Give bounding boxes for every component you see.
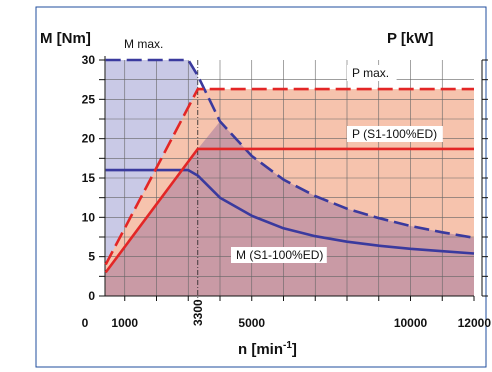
y-tick-label: 0 bbox=[88, 289, 95, 303]
y-tick-label: 15 bbox=[82, 171, 96, 185]
labels: M [Nm] P [kW] n [min-1] 0 5 10 15 20 25 30 0 1000 33… bbox=[40, 30, 491, 358]
x-axis-title: n [min-1] bbox=[238, 340, 297, 358]
annotation-m-max: M max. bbox=[124, 37, 163, 51]
annotation-m-max-bg bbox=[119, 36, 169, 52]
y-axis-title-right: P [kW] bbox=[387, 30, 433, 47]
x-tick-label: 5000 bbox=[238, 316, 265, 330]
annotation-p-s1-bg bbox=[347, 126, 443, 142]
x-tick-label: 1000 bbox=[111, 316, 138, 330]
axes bbox=[99, 56, 488, 301]
y-tick-label: 10 bbox=[82, 210, 96, 224]
annotation-m-s1: M (S1-100%ED) bbox=[236, 248, 323, 262]
x-tick-label: 12000 bbox=[458, 316, 492, 330]
series-lines bbox=[104, 58, 475, 274]
series-line-p-s1 bbox=[104, 147, 474, 274]
series-line-m-max bbox=[105, 58, 475, 240]
annotation-p-s1: P (S1-100%ED) bbox=[352, 127, 437, 141]
series-line-m-s1 bbox=[105, 168, 475, 255]
y-axis-title-left: M [Nm] bbox=[40, 30, 91, 47]
x-tick-label: 0 bbox=[82, 316, 89, 330]
y-tick-label: 25 bbox=[82, 92, 96, 106]
y-tick-label: 20 bbox=[82, 132, 96, 146]
x-tick-label: 10000 bbox=[394, 316, 428, 330]
annotation-p-max-bg bbox=[347, 65, 397, 81]
annotation-m-s1-bg bbox=[231, 247, 327, 263]
y-tick-label: 30 bbox=[82, 53, 96, 67]
y-tick-label: 5 bbox=[88, 250, 95, 264]
x-tick-label: 3300 bbox=[191, 299, 205, 326]
annotation-p-max: P max. bbox=[352, 66, 389, 80]
series-line-p-max bbox=[104, 87, 474, 266]
